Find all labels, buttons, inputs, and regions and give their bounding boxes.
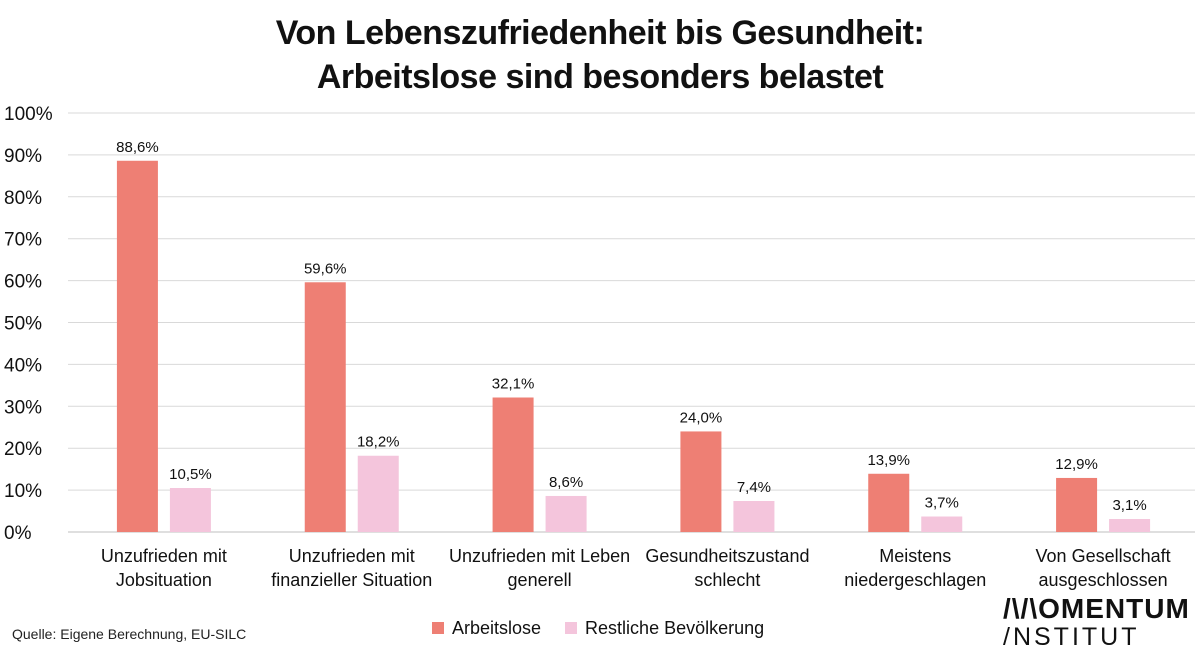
y-tick-label: 90% [4, 146, 42, 167]
legend-label-restliche: Restliche Bevölkerung [585, 617, 765, 638]
x-category-label: schlecht [694, 570, 760, 590]
x-category-label: Unzufrieden mit [101, 546, 227, 566]
momentum-logo: /\/\OMENTUM /NSTITUT [1003, 595, 1193, 650]
legend-item-arbeitslose: Arbeitslose [432, 618, 541, 639]
x-category-label: finanzieller Situation [271, 570, 432, 590]
y-tick-label: 0% [4, 523, 32, 544]
data-label: 12,9% [1055, 456, 1098, 473]
x-category-label: niedergeschlagen [844, 570, 986, 590]
bar-restliche [921, 516, 963, 532]
bar-restliche [357, 455, 399, 532]
data-label: 88,6% [116, 139, 159, 156]
data-label: 13,9% [867, 452, 910, 469]
y-tick-label: 20% [4, 439, 42, 460]
bar-arbeitslose [116, 160, 158, 533]
bar-arbeitslose [492, 397, 534, 532]
data-label: 3,7% [925, 494, 959, 511]
legend-item-restliche: Restliche Bevölkerung [565, 618, 764, 639]
y-tick-label: 80% [4, 188, 42, 209]
data-label: 7,4% [737, 479, 771, 496]
y-tick-label: 40% [4, 355, 42, 376]
y-tick-label: 10% [4, 481, 42, 502]
legend-swatch-restliche [565, 622, 578, 634]
bar-restliche [545, 495, 587, 532]
chart-title-line-1: Von Lebenszufriedenheit bis Gesundheit: [275, 14, 925, 52]
x-category-label: generell [508, 570, 572, 590]
x-category-label: ausgeschlossen [1039, 570, 1168, 590]
bar-arbeitslose [304, 282, 346, 532]
bar-arbeitslose [680, 431, 722, 532]
bar-restliche [169, 488, 211, 532]
legend-swatch-arbeitslose [432, 622, 444, 634]
bar-restliche [733, 500, 775, 532]
x-category-label: Unzufrieden mit Leben [449, 546, 630, 566]
bar-chart: 0% 10% 20% 30% 40% 50% 60% 70% 80% 90% 100% 88,6% 10… [4, 104, 1195, 590]
data-label: 24,0% [680, 409, 723, 426]
x-category-label: Unzufrieden mit [289, 546, 415, 566]
legend: Arbeitslose Restliche Bevölkerung [432, 616, 764, 640]
y-tick-label: 70% [4, 230, 42, 251]
y-tick-label: 30% [4, 397, 42, 418]
x-category-label: Gesundheitszustand [645, 546, 809, 566]
logo-line-1: /\/\OMENTUM [1003, 593, 1190, 624]
legend-label-arbeitslose: Arbeitslose [452, 617, 542, 638]
y-tick-label: 50% [4, 314, 42, 335]
data-label: 3,1% [1112, 497, 1146, 514]
bar-arbeitslose [1056, 477, 1098, 532]
data-label: 32,1% [492, 376, 535, 393]
y-tick-label: 100% [4, 104, 53, 125]
bar-restliche [1109, 519, 1151, 532]
data-label: 59,6% [304, 260, 347, 277]
x-category-label: Jobsituation [116, 570, 212, 590]
chart-title-line-2: Arbeitslose sind besonders belastet [316, 58, 884, 96]
source-note: Quelle: Eigene Berechnung, EU-SILC [12, 626, 247, 642]
y-tick-label: 60% [4, 272, 42, 293]
x-category-label: Von Gesellschaft [1036, 546, 1171, 566]
data-label: 10,5% [169, 466, 212, 483]
data-label: 18,2% [357, 434, 400, 451]
data-label: 8,6% [549, 474, 583, 491]
x-category-label: Meistens [879, 546, 951, 566]
logo-line-2: /NSTITUT [1003, 623, 1140, 651]
bar-arbeitslose [868, 473, 910, 532]
